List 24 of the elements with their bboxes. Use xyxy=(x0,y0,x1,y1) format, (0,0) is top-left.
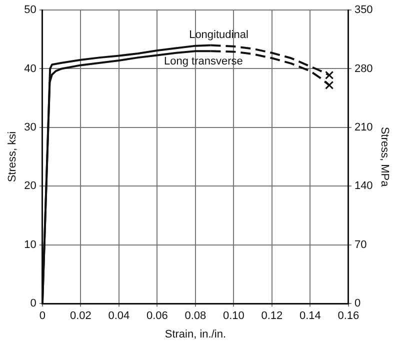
y-axis-title: Stress, ksi xyxy=(6,131,19,182)
x-axis-title: Strain, in./in. xyxy=(164,328,226,340)
y2-tick-label: 280 xyxy=(354,62,373,75)
x-tick-label: 0.02 xyxy=(70,310,92,322)
y2-tick-label: 70 xyxy=(354,238,367,251)
y2-tick-label: 140 xyxy=(354,180,373,192)
y2-tick-label: 210 xyxy=(354,121,373,134)
x-tick-label: 0.04 xyxy=(108,310,130,322)
y-tick-label: 30 xyxy=(24,121,36,134)
x-tick-label: 0.08 xyxy=(184,310,206,322)
x-tick-label: 0.10 xyxy=(222,310,244,322)
x-tick-label: 0.12 xyxy=(261,310,283,322)
y-tick-label: 20 xyxy=(24,180,36,192)
y-tick-label: 50 xyxy=(24,4,36,16)
x-tick-label: 0.06 xyxy=(146,310,168,322)
y2-tick-label: 350 xyxy=(354,4,373,16)
y-tick-label: 0 xyxy=(30,298,36,310)
y-tick-label: 10 xyxy=(24,238,36,251)
x-tick-label: 0.16 xyxy=(338,310,360,322)
y-tick-label: 40 xyxy=(24,62,36,75)
y2-axis-title: Stress, MPa xyxy=(378,126,390,188)
y2-tick-label: 0 xyxy=(354,298,361,310)
x-tick-label: 0 xyxy=(39,310,46,322)
x-tick-label: 0.14 xyxy=(299,310,321,322)
